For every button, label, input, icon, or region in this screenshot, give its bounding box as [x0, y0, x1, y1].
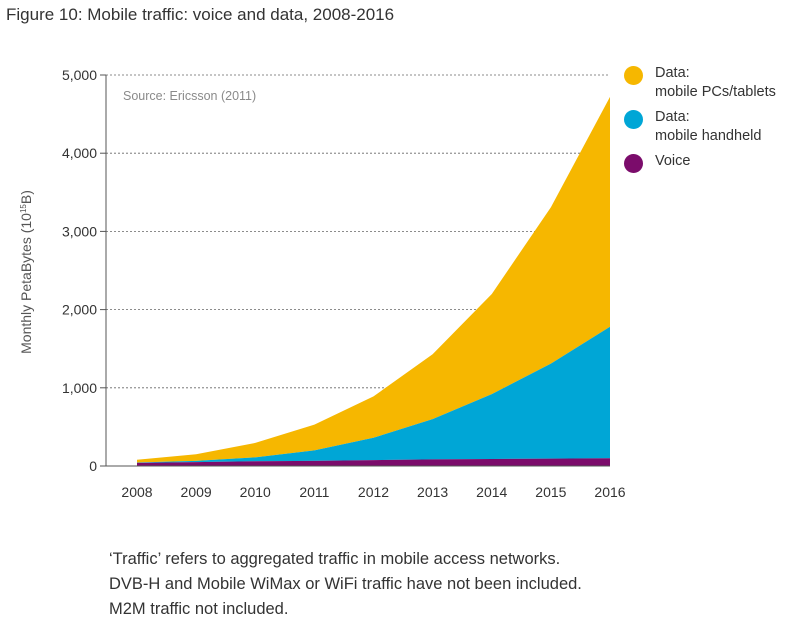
legend-swatch-icon — [624, 110, 643, 129]
y-tick-label: 4,000 — [62, 145, 97, 161]
y-tick-label: 1,000 — [62, 380, 97, 396]
x-tick-label: 2011 — [299, 484, 329, 500]
figure-title: Figure 10: Mobile traffic: voice and dat… — [6, 5, 395, 24]
legend-item-handheld: Data: mobile handheld — [624, 108, 810, 146]
y-tick-label: 2,000 — [62, 302, 97, 318]
legend-label: Data: mobile PCs/tablets — [655, 65, 776, 100]
x-tick-label: 2014 — [476, 484, 507, 500]
legend-swatch-icon — [624, 66, 643, 85]
x-tick-label: 2010 — [240, 484, 271, 500]
x-tick-label: 2012 — [358, 484, 389, 500]
legend-label: Data: mobile handheld — [655, 109, 762, 144]
y-tick-label: 0 — [89, 458, 97, 474]
area-series-data-mobile-handheld — [137, 326, 610, 463]
area-series-voice — [137, 458, 610, 466]
area-series-data-mobile-pcs-tablets — [137, 96, 610, 463]
stacked-areas — [137, 96, 610, 466]
y-axis-label: Monthly PetaBytes (1015B) — [18, 190, 34, 354]
x-tick-label: 2015 — [535, 484, 566, 500]
y-axis-label-main: Monthly PetaBytes (10 — [18, 213, 34, 354]
y-tick-label: 5,000 — [62, 67, 97, 83]
footnote-line: ‘Traffic’ refers to aggregated traffic i… — [109, 550, 561, 568]
footnote: ‘Traffic’ refers to aggregated traffic i… — [109, 547, 789, 622]
x-tick-label: 2009 — [181, 484, 212, 500]
y-tick-labels: 0 1,000 2,000 3,000 4,000 5,000 — [62, 67, 106, 474]
footnote-line: DVB-H and Mobile WiMax or WiFi traffic h… — [109, 575, 582, 593]
x-tick-label: 2016 — [594, 484, 625, 500]
y-tick-label: 3,000 — [62, 223, 97, 239]
legend-label: Voice — [655, 153, 691, 169]
x-tick-labels: 2008 2009 2010 2011 2012 2013 2014 2015 2016 — [121, 484, 625, 500]
y-axis-label-tail: B) — [18, 190, 34, 204]
legend-item-pcs-tablets: Data: mobile PCs/tablets — [624, 64, 810, 102]
x-tick-label: 2008 — [121, 484, 152, 500]
source-note: Source: Ericsson (2011) — [123, 89, 256, 103]
legend: Data: mobile PCs/tablets Data: mobile ha… — [624, 64, 810, 179]
legend-item-voice: Voice — [624, 152, 810, 173]
footnote-line: M2M traffic not included. — [109, 600, 289, 618]
axes — [105, 75, 610, 467]
legend-swatch-icon — [624, 154, 643, 173]
y-axis-label-exponent: 15 — [19, 204, 28, 213]
x-tick-label: 2013 — [417, 484, 448, 500]
